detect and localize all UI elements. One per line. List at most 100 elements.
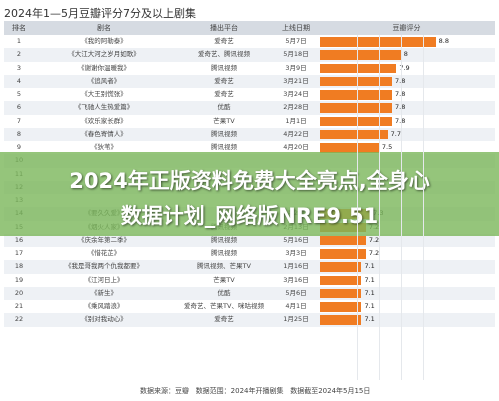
score-label: 7.1: [364, 275, 375, 284]
score-bar: [320, 275, 362, 285]
platform-cell: 优酷: [217, 103, 231, 112]
score-bar: [320, 63, 397, 73]
score-label: 7.1: [364, 315, 375, 324]
title-cell: 《乘风踏浪》: [84, 302, 124, 310]
platform-cell: 腾讯视频: [211, 63, 237, 72]
table-row: 5 《大王别慌张》 爱奇艺 3月24日 7.8: [4, 88, 495, 101]
header-score: 豆瓣评分: [392, 24, 421, 32]
score-label: 7.8: [395, 90, 406, 98]
platform-cell: 芒果TV: [213, 275, 235, 284]
table-row: 16 《庆余年第二季》 腾讯视频 5月16日 7.2: [4, 233, 495, 247]
rank-cell: 4: [16, 76, 22, 85]
platform-cell: 爱奇艺: [214, 76, 234, 85]
title-cell: 《别对我动心》: [81, 315, 127, 324]
title-cell: 《追风者》: [87, 76, 121, 85]
score-bar: [320, 116, 392, 126]
date-cell: 3月3日: [285, 249, 307, 257]
rank-cell: 7: [16, 116, 22, 125]
score-bar: [320, 50, 401, 60]
rank-cell: 20: [14, 288, 24, 297]
platform-cell: 爱奇艺: [214, 37, 234, 45]
table-row: 3 《谢谢你温暖我》 腾讯视频 3月9日 7.9: [4, 62, 495, 75]
table-row: 17 《惜花芷》 腾讯视频 3月3日 7.2: [4, 247, 495, 260]
title-cell: 《春色寄情人》: [81, 129, 127, 138]
score-bar: [320, 76, 392, 87]
rank-cell: 8: [16, 129, 22, 138]
date-cell: 2月28日: [283, 103, 309, 112]
table-row: 18 《我是哥我两个仇我都要》 腾讯视频、芒果TV 1月16日 7.1: [4, 260, 495, 274]
date-cell: 1月16日: [283, 262, 309, 271]
table-row: 6 《飞驰人生热爱篇》 优酷 2月28日 7.8: [4, 101, 495, 115]
table-row: 9 《狄苇》 腾讯视频 4月20日 7.5: [4, 141, 495, 154]
score-gridline: [400, 35, 402, 380]
date-cell: 4月22日: [283, 129, 309, 138]
platform-cell: 腾讯视频: [211, 235, 237, 244]
score-label: 7.1: [364, 302, 375, 310]
title-cell: 《我的阿勒泰》: [81, 37, 127, 45]
score-label: 7.9: [399, 63, 410, 72]
platform-cell: 腾讯视频: [211, 249, 237, 257]
table-row: 1 《我的阿勒泰》 爱奇艺 5月7日 8.8: [4, 35, 495, 48]
score-bar: [320, 288, 362, 299]
title-cell: 《大江大河之岁月如歌》: [68, 50, 140, 59]
table-row: 22 《别对我动心》 爱奇艺 1月25日 7.1: [4, 313, 495, 327]
score-label: 8.8: [438, 37, 449, 45]
score-bar: [320, 262, 362, 272]
title-cell: 《谢谢你温暖我》: [78, 63, 130, 72]
platform-cell: 优酷: [217, 288, 231, 297]
rank-cell: 19: [14, 275, 24, 284]
score-bar: [320, 249, 366, 259]
table-row: 20 《新生》 优酷 5月6日 7.1: [4, 286, 495, 300]
score-bar: [320, 302, 362, 312]
rank-cell: 6: [16, 103, 22, 112]
title-cell: 《飞驰人生热爱篇》: [74, 103, 134, 112]
date-cell: 3月21日: [283, 76, 309, 85]
score-label: 7.1: [364, 288, 375, 297]
score-label: 8: [403, 50, 408, 59]
title-cell: 《我是哥我两个仇我都要》: [65, 262, 143, 271]
date-cell: 5月16日: [283, 235, 309, 244]
platform-cell: 腾讯视频: [211, 129, 237, 138]
platform-cell: 腾讯视频、芒果TV: [197, 262, 251, 271]
header-title: 剧名: [97, 24, 111, 32]
title-cell: 《庆余年第二季》: [78, 235, 130, 244]
title-cell: 《惜花芷》: [87, 249, 121, 257]
header-platform: 播出平台: [210, 24, 238, 32]
rank-cell: 16: [14, 235, 24, 244]
score-bar: [320, 129, 388, 140]
rank-cell: 9: [16, 143, 22, 151]
page-title: 2024年1—5月豆瓣评分7分及以上剧集: [4, 7, 196, 20]
promo-banner: [0, 152, 499, 236]
table-row: 8 《春色寄情人》 腾讯视频 4月22日 7.7: [4, 127, 495, 141]
score-label: 7.8: [395, 76, 406, 85]
rank-cell: 3: [16, 63, 22, 72]
date-cell: 3月9日: [285, 63, 307, 72]
platform-cell: 爱奇艺: [214, 315, 234, 324]
score-label: 7.7: [390, 129, 401, 138]
date-cell: 4月1日: [285, 302, 307, 310]
score-bar: [320, 37, 436, 47]
score-bar: [320, 315, 362, 325]
title-cell: 《欢乐家长群》: [81, 116, 127, 125]
platform-cell: 爱奇艺: [214, 90, 234, 98]
platform-cell: 爱奇艺、芒果TV、咪咕视频: [184, 302, 264, 310]
score-gridline: [357, 35, 359, 380]
score-label: 7.8: [395, 103, 406, 112]
score-bar: [320, 143, 379, 153]
score-label: 7.5: [381, 143, 393, 151]
table-row: 2 《大江大河之岁月如歌》 爱奇艺、腾讯视频 5月18日 8: [4, 48, 495, 62]
score-bar: [320, 235, 366, 246]
rank-cell: 22: [14, 315, 24, 324]
table-header: 排名 剧名 播出平台 上线日期 豆瓣评分: [4, 21, 495, 35]
rank-cell: 5: [16, 90, 22, 98]
date-cell: 1月25日: [283, 315, 309, 324]
banner-line2: 数据计划_网络版NRE9.51: [120, 204, 379, 228]
table-row: 21 《乘风踏浪》 爱奇艺、芒果TV、咪咕视频 4月1日 7.1: [4, 300, 495, 313]
banner-line1: 2024年正版资料免费大全亮点,全身心: [69, 169, 430, 193]
title-cell: 《新生》: [91, 288, 117, 297]
platform-cell: 芒果TV: [213, 116, 235, 125]
header-rank: 排名: [12, 24, 26, 32]
date-cell: 1月1日: [285, 116, 307, 125]
date-cell: 3月16日: [283, 275, 309, 284]
rank-cell: 1: [16, 37, 22, 45]
